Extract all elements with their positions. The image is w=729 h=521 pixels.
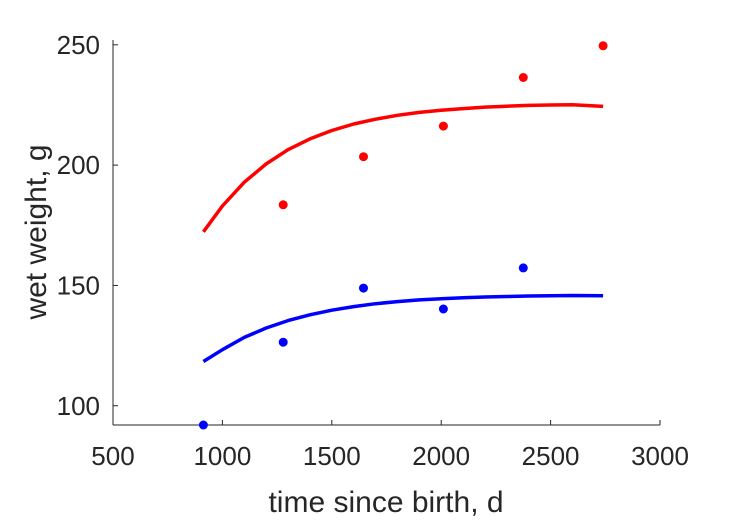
x-tick-label: 3000 bbox=[631, 441, 689, 471]
fit-line-3 bbox=[202, 293, 604, 363]
y-tick-label: 100 bbox=[57, 391, 100, 421]
ticks: 500 1000 1500 2000 2500 3000 100 150 200 250 bbox=[57, 30, 689, 471]
y-tick-label: 150 bbox=[57, 270, 100, 300]
y-tick-label: 200 bbox=[57, 150, 100, 180]
data-point bbox=[598, 41, 608, 51]
data-point bbox=[518, 263, 528, 273]
data-point bbox=[359, 283, 368, 293]
data-point bbox=[278, 337, 288, 347]
data-point bbox=[359, 152, 368, 162]
x-tick-label: 2000 bbox=[412, 441, 470, 471]
y-tick-label: 250 bbox=[57, 30, 100, 60]
data-point bbox=[438, 304, 448, 314]
x-tick-label: 1000 bbox=[193, 441, 251, 471]
data-point bbox=[198, 420, 208, 430]
x-tick-label: 2500 bbox=[522, 441, 580, 471]
data-point bbox=[438, 121, 448, 131]
data-point bbox=[518, 73, 528, 82]
x-tick-label: 500 bbox=[91, 441, 134, 471]
x-axis-title: time since birth, d bbox=[268, 486, 503, 519]
data-point bbox=[278, 200, 288, 210]
fit-lines bbox=[201, 102, 604, 363]
axes bbox=[112, 40, 660, 426]
y-axis-title: wet weight, g bbox=[20, 144, 53, 320]
data-points bbox=[198, 41, 608, 430]
fit-line-2 bbox=[201, 102, 604, 233]
x-tick-label: 1500 bbox=[303, 441, 361, 471]
